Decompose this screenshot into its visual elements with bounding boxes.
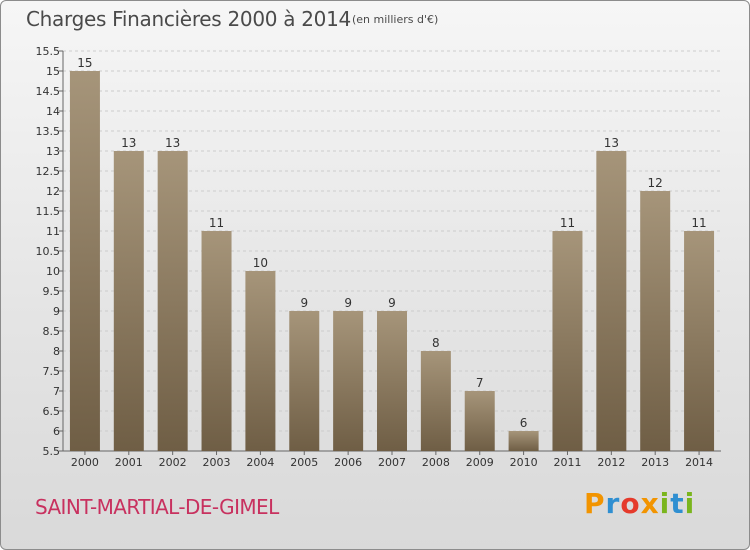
chart-subtitle: (en milliers d'€) — [352, 13, 439, 26]
y-tick-label: 7.5 — [43, 365, 61, 378]
x-tick-label: 2012 — [597, 456, 625, 469]
y-tick-label: 12.5 — [36, 165, 61, 178]
y-tick-label: 9.5 — [43, 285, 61, 298]
bar-2000 — [69, 71, 100, 451]
logo-letter: i — [659, 487, 671, 520]
x-tick-label: 2011 — [553, 456, 581, 469]
proxiti-logo[interactable]: Proxiti — [584, 487, 695, 520]
bar-value-label: 9 — [300, 296, 308, 310]
x-tick-label: 2010 — [510, 456, 538, 469]
bar-value-label: 9 — [344, 296, 352, 310]
x-tick-label: 2001 — [115, 456, 143, 469]
bar-value-label: 13 — [165, 136, 180, 150]
y-tick-label: 8 — [53, 345, 60, 358]
bar-2013 — [640, 191, 671, 451]
y-tick-label: 5.5 — [43, 445, 61, 458]
x-tick-label: 2014 — [685, 456, 713, 469]
y-tick-label: 15 — [46, 65, 60, 78]
logo-letter: r — [605, 487, 621, 520]
y-tick-label: 15.5 — [36, 45, 61, 58]
y-tick-label: 7 — [53, 385, 60, 398]
bar-value-label: 11 — [209, 216, 224, 230]
x-tick-label: 2002 — [159, 456, 187, 469]
y-tick-label: 6 — [53, 425, 60, 438]
bar-2002 — [157, 151, 188, 451]
x-tick-label: 2005 — [290, 456, 318, 469]
y-tick-label: 9 — [53, 305, 60, 318]
y-tick-label: 12 — [46, 185, 60, 198]
bar-value-label: 8 — [432, 336, 440, 350]
bar-2001 — [113, 151, 144, 451]
x-tick-label: 2003 — [203, 456, 231, 469]
logo-letter: P — [584, 487, 606, 520]
bar-2005 — [289, 311, 320, 451]
x-tick-label: 2006 — [334, 456, 362, 469]
y-tick-label: 13 — [46, 145, 60, 158]
logo-letter: i — [684, 487, 696, 520]
x-tick-label: 2013 — [641, 456, 669, 469]
y-tick-label: 11.5 — [36, 205, 61, 218]
bar-2007 — [377, 311, 407, 451]
y-tick-label: 10 — [46, 265, 60, 278]
bar-value-label: 11 — [691, 216, 706, 230]
bar-value-label: 6 — [520, 416, 528, 430]
bar-value-label: 12 — [648, 176, 663, 190]
y-tick-label: 14.5 — [36, 85, 61, 98]
bar-value-label: 9 — [388, 296, 396, 310]
bar-2006 — [333, 311, 364, 451]
bar-value-label: 13 — [121, 136, 136, 150]
y-tick-label: 13.5 — [36, 125, 61, 138]
y-tick-label: 14 — [46, 105, 60, 118]
x-tick-label: 2000 — [71, 456, 99, 469]
bar-2008 — [420, 351, 451, 451]
labels: 5.5 6 6.5 7 7.5 8 8.5 9 9.5 10 10.5 11 11.5 12 12.5 13 1… — [36, 45, 714, 469]
y-tick-label: 11 — [46, 225, 60, 238]
logo-letter: t — [670, 487, 685, 520]
y-tick-label: 6.5 — [43, 405, 61, 418]
x-tick-label: 2008 — [422, 456, 450, 469]
bar-2003 — [201, 231, 232, 451]
bar-2010 — [508, 431, 539, 451]
bar-value-label: 7 — [476, 376, 484, 390]
chart-title: Charges Financières 2000 à 2014 — [26, 7, 351, 31]
x-tick-label: 2004 — [246, 456, 274, 469]
x-tick-label: 2009 — [466, 456, 494, 469]
bar-2011 — [552, 231, 583, 451]
bar-value-label: 15 — [77, 56, 92, 70]
x-tick-label: 2007 — [378, 456, 406, 469]
bar-2004 — [245, 271, 276, 451]
bar-value-label: 13 — [604, 136, 619, 150]
y-tick-label: 8.5 — [43, 325, 61, 338]
logo-letter: x — [640, 487, 660, 520]
logo-letter: o — [620, 487, 641, 520]
bar-2009 — [464, 391, 495, 451]
bar-2014 — [684, 231, 715, 451]
bar-2012 — [596, 151, 627, 451]
y-tick-label: 10.5 — [36, 245, 61, 258]
commune-name: SAINT-MARTIAL-DE-GIMEL — [35, 495, 279, 519]
bars — [69, 71, 715, 451]
bar-value-label: 11 — [560, 216, 575, 230]
bar-value-label: 10 — [253, 256, 268, 270]
